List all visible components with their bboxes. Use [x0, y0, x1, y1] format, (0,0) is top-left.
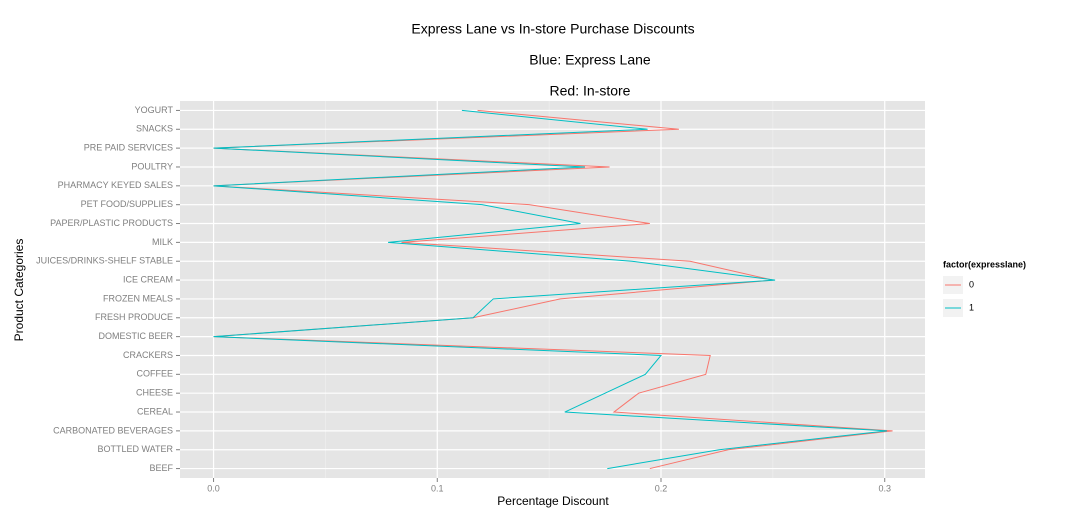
legend-label: 1 [969, 302, 974, 312]
y-tick-label: PET FOOD/SUPPLIES [81, 199, 173, 209]
x-tick-label: 0.2 [655, 483, 668, 493]
plot-panel [180, 101, 925, 478]
x-tick-label: 0.1 [431, 483, 444, 493]
y-tick-label: PHARMACY KEYED SALES [58, 180, 173, 190]
y-tick-label: DOMESTIC BEER [98, 331, 173, 341]
legend-label: 0 [969, 279, 974, 289]
y-tick-label: CRACKERS [123, 350, 173, 360]
y-tick-label: CHEESE [136, 388, 173, 398]
x-tick-label: 0.3 [878, 483, 891, 493]
y-tick-label: JUICES/DRINKS-SHELF STABLE [36, 256, 173, 266]
y-tick-label: BEEF [149, 463, 173, 473]
y-tick-label: BOTTLED WATER [97, 444, 173, 454]
y-tick-label: ICE CREAM [123, 274, 173, 284]
chart-subtitle: Blue: Express Lane [529, 52, 651, 68]
y-axis-label: Product Categories [12, 239, 26, 342]
y-tick-label: PAPER/PLASTIC PRODUCTS [50, 218, 173, 228]
y-tick-label: FROZEN MEALS [103, 293, 173, 303]
x-axis-label: Percentage Discount [497, 494, 609, 508]
chart-subtitle: Red: In-store [550, 83, 631, 99]
y-tick-label: MILK [152, 237, 173, 247]
y-tick-label: CARBONATED BEVERAGES [53, 425, 173, 435]
y-tick-label: FRESH PRODUCE [95, 312, 173, 322]
y-tick-label: COFFEE [136, 369, 173, 379]
series-line [213, 109, 888, 470]
chart-title: Express Lane vs In-store Purchase Discou… [411, 21, 694, 37]
x-tick-label: 0.0 [207, 483, 220, 493]
y-tick-label: CEREAL [137, 406, 173, 416]
series-line [213, 109, 893, 470]
y-tick-label: PRE PAID SERVICES [84, 143, 173, 153]
y-tick-label: SNACKS [136, 124, 173, 134]
legend-title: factor(expresslane) [943, 259, 1026, 269]
y-tick-label: POULTRY [131, 161, 173, 171]
y-tick-label: YOGURT [135, 105, 174, 115]
